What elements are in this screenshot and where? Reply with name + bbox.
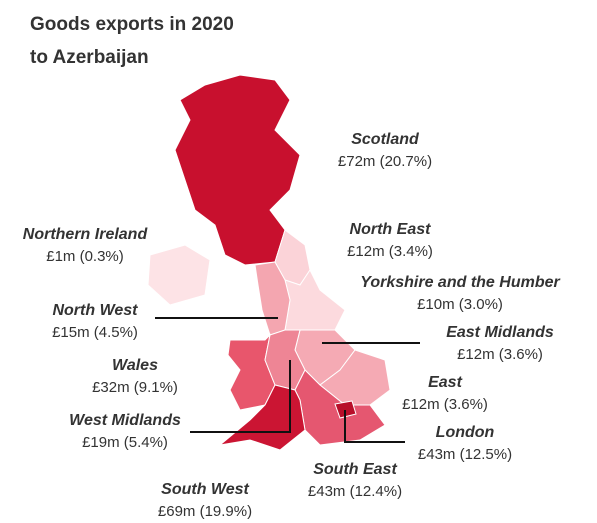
region-name: London	[436, 424, 495, 441]
region-value: £32m (9.1%)	[92, 379, 178, 396]
title: to Azerbaijan	[30, 47, 149, 68]
region-name: Yorkshire and the Humber	[360, 274, 560, 291]
region-value: £12m (3.6%)	[402, 396, 488, 413]
title: Goods exports in 2020	[30, 14, 234, 35]
region-shape	[334, 400, 357, 419]
region-shape	[174, 74, 301, 266]
region-name: West Midlands	[69, 412, 181, 429]
region-value: £10m (3.0%)	[417, 296, 503, 313]
region-name: North East	[350, 221, 432, 238]
region-value: £19m (5.4%)	[82, 434, 168, 451]
labels: Scotland £72m (20.7%) Northern Ireland £…	[23, 131, 561, 520]
region-name: Scotland	[351, 131, 420, 148]
leader-line	[190, 360, 291, 433]
leader-line	[344, 410, 405, 443]
region-shape	[147, 244, 211, 306]
region-value: £12m (3.6%)	[457, 346, 543, 363]
region-value: £15m (4.5%)	[52, 324, 138, 341]
region-name: East Midlands	[446, 324, 554, 341]
region-name: South East	[313, 461, 397, 478]
region-value: £1m (0.3%)	[46, 248, 124, 265]
region-value: £69m (19.9%)	[158, 503, 252, 520]
region-name: Wales	[112, 357, 158, 374]
leader-lines	[155, 317, 420, 443]
region-value: £43m (12.4%)	[308, 483, 402, 500]
region-name: South West	[161, 481, 249, 498]
region-name: Northern Ireland	[23, 226, 149, 243]
region-value: £43m (12.5%)	[418, 446, 512, 463]
region-name: East	[428, 374, 462, 391]
region-value: £72m (20.7%)	[338, 153, 432, 170]
region-name: North West	[52, 302, 138, 319]
region-value: £12m (3.4%)	[347, 243, 433, 260]
